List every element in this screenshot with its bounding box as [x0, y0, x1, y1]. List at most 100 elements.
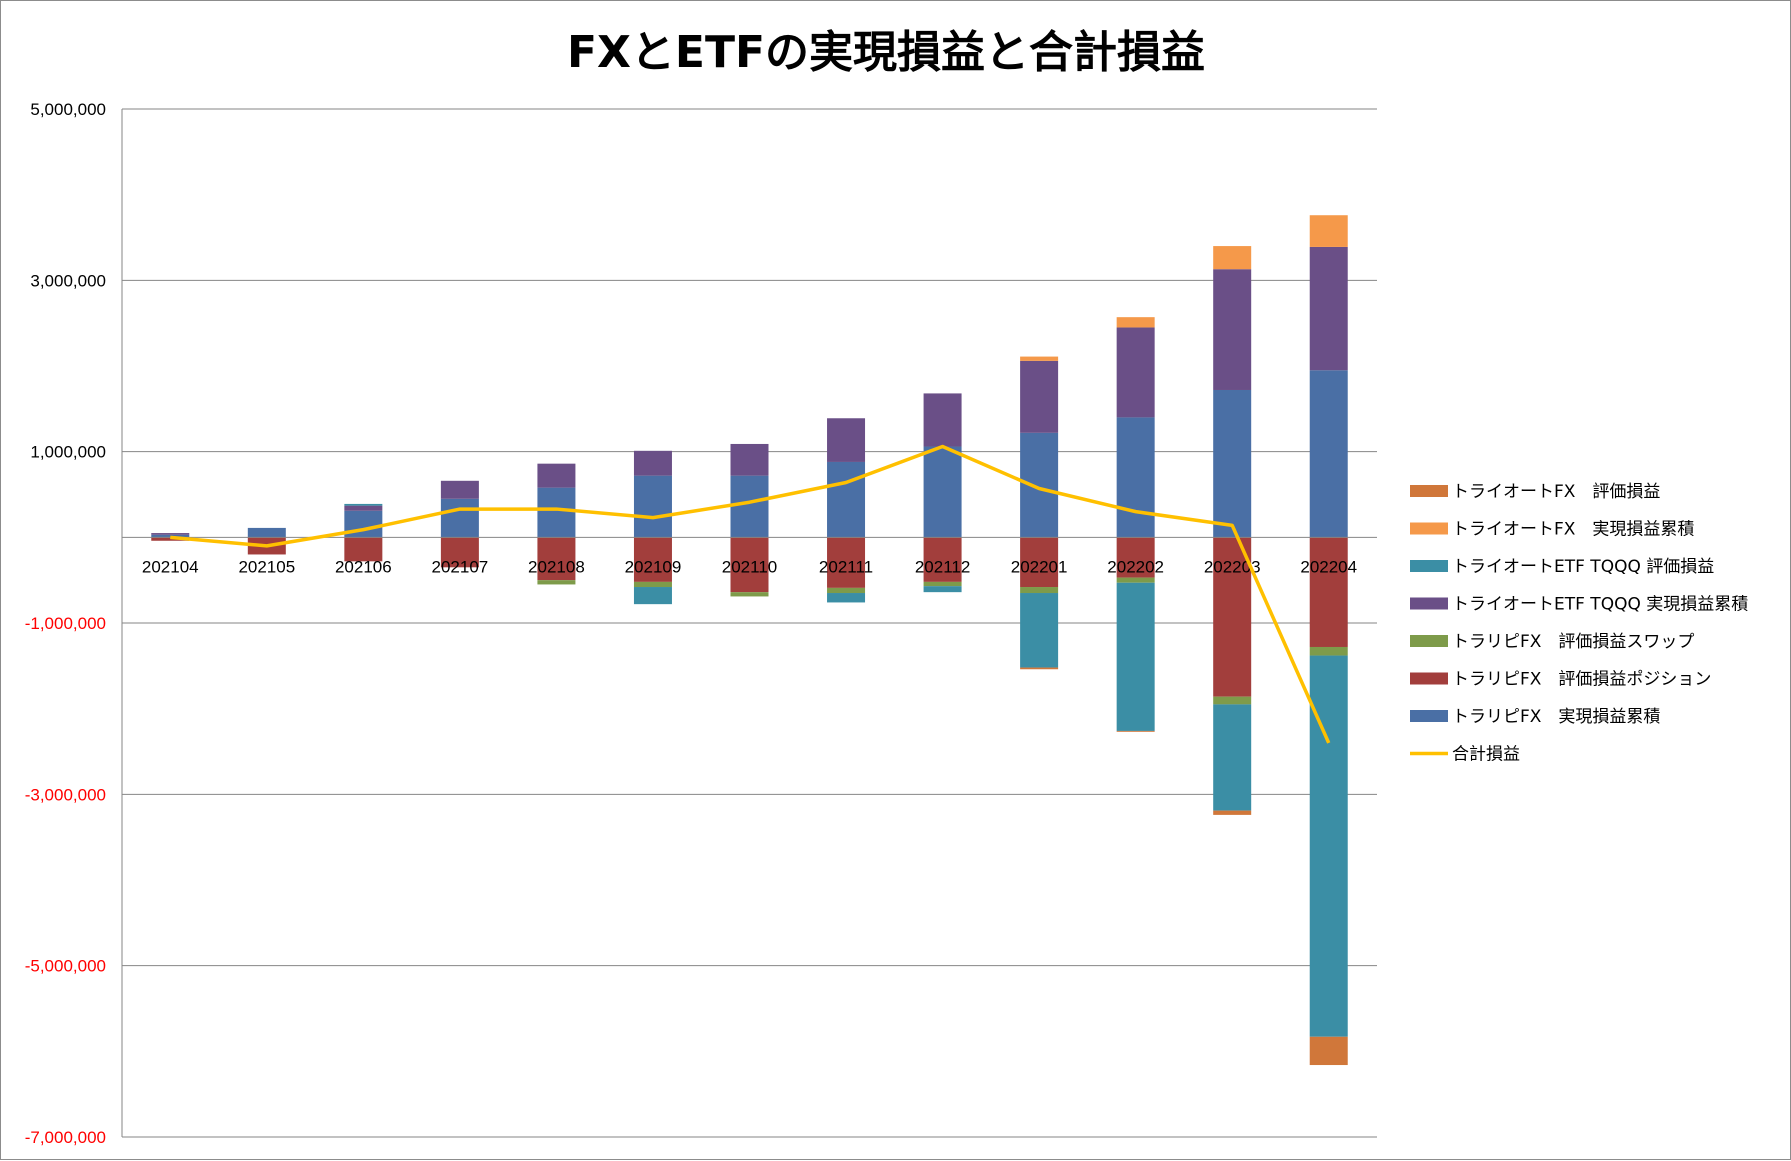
- bar-segment: トラリピFX 実現損益累積 202108: 580000: [537, 487, 576, 538]
- legend-label: トラリピFX 実現損益累積: [1452, 707, 1660, 727]
- bar-segment: トライオートETF TQQQ 実現損益累積 202203: 1410000: [1213, 269, 1252, 390]
- legend-swatch: [1410, 710, 1448, 722]
- x-tick-label: 202108: [528, 557, 585, 576]
- bar-segment: トライオートETF TQQQ 実現損益累積 202109: 290000: [633, 450, 672, 476]
- total-line: [170, 444, 1331, 744]
- bar-segment: トラリピFX 評価損益スワップ 202204: -100000: [1309, 646, 1348, 656]
- bar-segment: トライオートETF TQQQ 実現損益累積 202104: 20000: [151, 533, 190, 535]
- bar-segment: トラリピFX 評価損益ポジション 202203: -1860000: [1213, 537, 1252, 697]
- bar-segment: トラリピFX 評価損益スワップ 202111: -60000: [827, 587, 866, 594]
- bar-segment: トラリピFX 実現損益累積 202104: 30000: [151, 534, 190, 538]
- bar-segment: トラリピFX 実現損益累積 202204: 1950000: [1309, 370, 1348, 538]
- bar-segment: トライオートETF TQQQ 実現損益累積 202107: 210000: [440, 480, 479, 499]
- y-tick-label: 3,000,000: [30, 271, 106, 290]
- bar-segment: トライオートFX 評価損益 202201: -20000: [1020, 667, 1059, 670]
- legend-label: トライオートETF TQQQ 評価損益: [1452, 557, 1714, 577]
- bar-segment: トライオートETF TQQQ 評価損益 202109: -200000: [633, 587, 672, 605]
- bar-segment: トライオートETF TQQQ 評価損益 202201: -870000: [1020, 593, 1059, 668]
- legend-swatch: [1410, 485, 1448, 497]
- bar-segment: トラリピFX 実現損益累積 202109: 720000: [633, 475, 672, 538]
- gridlines: [122, 108, 1377, 1138]
- bar-segment: トライオートETF TQQQ 評価損益 202202: -1730000: [1116, 582, 1155, 731]
- y-tick-label: -7,000,000: [25, 1128, 106, 1147]
- legend-label: トラリピFX 評価損益スワップ: [1452, 632, 1694, 652]
- bar-segment: トラリピFX 評価損益ポジション 202106: -280000: [344, 537, 383, 562]
- legend-swatch: [1410, 522, 1448, 535]
- bar-segment: トライオートFX 評価損益 202203: -50000: [1213, 810, 1252, 815]
- x-tick-label: 202109: [625, 557, 682, 576]
- bar-segment: トライオートETF TQQQ 評価損益 202106: 20000: [344, 503, 383, 506]
- bar-segment: トライオートFX 実現損益累積 202201: 50000: [1020, 356, 1059, 361]
- bar-segment: トライオートFX 実現損益累積 202204: 370000: [1309, 215, 1348, 247]
- x-tick-label: 202203: [1204, 557, 1261, 576]
- bar-segment: トラリピFX 実現損益累積 202201: 1220000: [1020, 432, 1059, 538]
- bar-segment: トラリピFX 評価損益スワップ 202108: -50000: [537, 580, 576, 585]
- bar-segment: トライオートETF TQQQ 実現損益累積 202202: 1050000: [1116, 327, 1155, 418]
- x-tick-label: 202111: [819, 557, 873, 576]
- bar-segment: トライオートETF TQQQ 実現損益累積 202108: 280000: [537, 463, 576, 488]
- total-line-path: [170, 444, 1331, 744]
- bar-segment: トラリピFX 評価損益スワップ 202112: -50000: [923, 581, 962, 587]
- x-tick-label: 202110: [722, 557, 777, 576]
- y-tick-label: -1,000,000: [25, 614, 106, 633]
- bar-segment: トライオートETF TQQQ 実現損益累積 202204: 1440000: [1309, 246, 1348, 371]
- y-tick-label: 1,000,000: [30, 443, 106, 462]
- x-tick-label: 202204: [1300, 557, 1357, 576]
- bar-segment: トラリピFX 実現損益累積 202111: 880000: [827, 461, 866, 538]
- legend-label: トライオートFX 実現損益累積: [1452, 520, 1694, 540]
- bar-segment: トラリピFX 評価損益スワップ 202202: -60000: [1116, 577, 1155, 583]
- bar-segment: トライオートETF TQQQ 実現損益累積 202110: 370000: [730, 443, 769, 476]
- bar-segment: トラリピFX 評価損益ポジション 202107: -350000: [440, 537, 479, 568]
- bar-segment: トラリピFX 評価損益ポジション 202202: -470000: [1116, 537, 1155, 578]
- bar-segment: トラリピFX 評価損益ポジション 202112: -520000: [923, 537, 962, 582]
- legend-swatch: [1410, 560, 1448, 572]
- x-tick-label: 202104: [142, 557, 199, 576]
- bar-segment: トライオートETF TQQQ 実現損益累積 202112: 620000: [923, 393, 962, 447]
- bar-segment: トライオートETF TQQQ 実現損益累積 202106: 60000: [344, 505, 383, 511]
- y-tick-label: 5,000,000: [30, 100, 106, 119]
- bar-segment: トラリピFX 実現損益累積 202105: 110000: [247, 527, 286, 538]
- bar-segment: トラリピFX 評価損益ポジション 202204: -1280000: [1309, 537, 1348, 647]
- legend-swatch: [1410, 635, 1448, 647]
- bar-segment: トライオートFX 評価損益 202204: -330000: [1309, 1036, 1348, 1066]
- bar-segment: トライオートETF TQQQ 評価損益 202204: -4450000: [1309, 655, 1348, 1037]
- bar-segment: トラリピFX 評価損益ポジション 202109: -520000: [633, 537, 672, 582]
- bar-segment: トライオートETF TQQQ 実現損益累積 202111: 510000: [827, 418, 866, 462]
- legend-swatch: [1410, 597, 1448, 610]
- legend-label: 合計損益: [1452, 745, 1520, 765]
- legend-label: トライオートFX 評価損益: [1452, 482, 1660, 502]
- bar-segment: トライオートETF TQQQ 評価損益 202203: -1240000: [1213, 704, 1252, 811]
- bar-segment: トライオートETF TQQQ 評価損益 202112: -70000: [923, 586, 962, 593]
- bar-segment: トライオートETF TQQQ 評価損益 202111: -110000: [827, 593, 866, 603]
- bar-segment: トラリピFX 評価損益ポジション 202111: -590000: [827, 537, 866, 588]
- bar-segment: トライオートFX 実現損益累積 202202: 120000: [1116, 317, 1155, 328]
- x-tick-label: 202106: [335, 557, 392, 576]
- bar-segment: トラリピFX 評価損益スワップ 202110: -50000: [730, 592, 769, 597]
- bar-segment: トラリピFX 評価損益ポジション 202108: -500000: [537, 537, 576, 581]
- x-tick-label: 202202: [1107, 557, 1164, 576]
- x-tick-label: 202107: [432, 557, 489, 576]
- bar-segment: トラリピFX 実現損益累積 202203: 1720000: [1213, 389, 1252, 538]
- legend-swatch: [1410, 672, 1448, 685]
- axes: 5,000,000 3,000,000 1,000,000 -1,000,000 -3,…: [25, 100, 1377, 1147]
- bar-segment: トラリピFX 実現損益累積 202107: 450000: [440, 498, 479, 538]
- x-tick-label: 202112: [915, 557, 970, 576]
- bar-segment: トラリピFX 評価損益スワップ 202203: -90000: [1213, 696, 1252, 705]
- bar-segment: トライオートFX 評価損益 202202: -10000: [1116, 730, 1155, 732]
- bar-segment: トラリピFX 実現損益累積 202110: 720000: [730, 475, 769, 538]
- bar-segment: トラリピFX 評価損益スワップ 202109: -60000: [633, 581, 672, 588]
- y-tick-label: -3,000,000: [25, 785, 106, 804]
- legend-label: トライオートETF TQQQ 実現損益累積: [1452, 595, 1748, 615]
- bar-segment: トラリピFX 評価損益ポジション 202110: -640000: [730, 537, 769, 593]
- bar-segment: トラリピFX 評価損益スワップ 202201: -70000: [1020, 587, 1059, 594]
- y-tick-label: -5,000,000: [25, 957, 106, 976]
- bar-segment: トラリピFX 評価損益ポジション 202201: -580000: [1020, 537, 1059, 588]
- bar-segment: トライオートETF TQQQ 実現損益累積 202201: 840000: [1020, 360, 1059, 433]
- x-tick-label: 202105: [238, 557, 295, 576]
- bar-segment: トライオートFX 実現損益累積 202203: 270000: [1213, 246, 1252, 270]
- bar-segment: トラリピFX 実現損益累積 202202: 1400000: [1116, 417, 1155, 538]
- x-tick-label: 202201: [1011, 557, 1068, 576]
